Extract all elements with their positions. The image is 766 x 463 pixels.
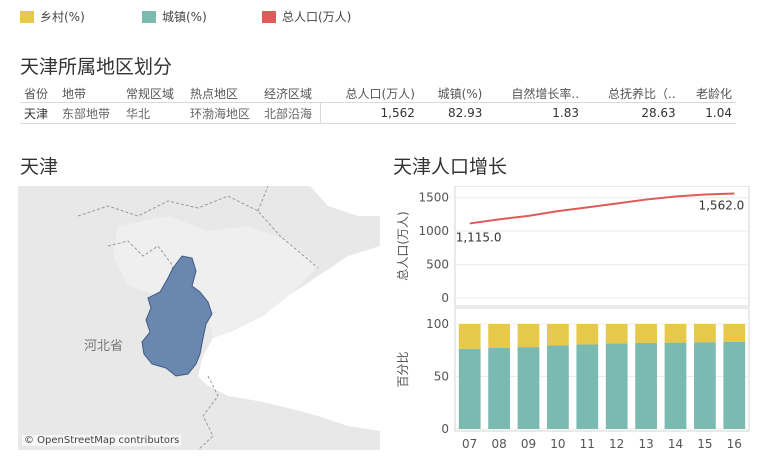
cell-zone: 东部地带	[58, 102, 122, 124]
cell-aging: 1.04	[679, 102, 736, 124]
bar-segment-rural	[547, 324, 569, 346]
bar-segment-urban	[694, 342, 716, 429]
map-canvas[interactable]: 河北省	[18, 186, 380, 450]
bar-segment-urban	[488, 347, 510, 429]
legend-swatch-population	[262, 10, 276, 23]
bar-segment-urban	[458, 348, 481, 429]
line-panel-frame	[454, 185, 750, 307]
x-tick-label: 16	[727, 437, 742, 451]
line-data-label: 1,562.0	[698, 199, 744, 213]
line-data-label: 1,115.0	[456, 230, 502, 244]
cell-growth: 1.83	[486, 102, 584, 124]
tianjin-region[interactable]	[141, 255, 213, 377]
line-y-tick-label: 1500	[418, 191, 449, 205]
legend-item-urban[interactable]: 城镇(%)	[142, 8, 207, 25]
line-y-tick-label: 0	[441, 291, 449, 305]
x-tick-label: 08	[491, 437, 506, 451]
cell-region: 华北	[122, 102, 186, 124]
bar-panel-frame	[454, 307, 750, 432]
province-boundary	[77, 195, 319, 269]
bar-segment-rural	[694, 324, 716, 343]
legend-label-population: 总人口(万人)	[282, 10, 352, 24]
col-header-dependency[interactable]: 总抚养比（..	[583, 84, 680, 103]
line-y-tick-label: 500	[426, 258, 449, 272]
legend-label-rural: 乡村(%)	[40, 10, 85, 24]
cell-population: 1,562	[319, 102, 419, 124]
province-boundary	[197, 375, 219, 450]
bar-segment-urban	[635, 342, 657, 429]
x-tick-label: 11	[580, 437, 595, 451]
legend-swatch-rural	[20, 10, 34, 23]
sea-area-north	[310, 186, 380, 216]
chart-canvas: 0 500 1000 1500 总人口(万人) 1,115.0 1,562.0 0 50 10…	[396, 185, 750, 451]
cell-province: 天津	[20, 102, 58, 124]
col-header-aging[interactable]: 老龄化	[679, 84, 736, 103]
x-tick-label: 15	[697, 437, 712, 451]
legend-swatch-urban	[142, 10, 156, 23]
cell-urban: 82.93	[418, 102, 487, 124]
x-tick-label: 07	[462, 437, 477, 451]
neighbor-area	[113, 216, 318, 338]
col-header-growth[interactable]: 自然增长率..	[486, 84, 584, 103]
bar-segment-rural	[664, 324, 687, 343]
x-tick-label: 10	[550, 437, 565, 451]
col-header-region[interactable]: 常规区域	[122, 84, 186, 103]
bar-segment-urban	[517, 347, 540, 429]
x-tick-label: 09	[521, 437, 536, 451]
bar-segment-rural	[723, 324, 746, 342]
line-y-axis-label: 总人口(万人)	[396, 211, 410, 280]
bar-segment-urban	[576, 344, 599, 429]
col-header-hotspot[interactable]: 热点地区	[186, 84, 260, 103]
bar-segment-rural	[488, 324, 510, 348]
legend-item-population[interactable]: 总人口(万人)	[262, 8, 351, 25]
col-header-province[interactable]: 省份	[20, 84, 58, 103]
x-tick-label: 14	[668, 437, 683, 451]
sea-area	[198, 246, 380, 431]
bar-segment-rural	[576, 324, 599, 345]
province-boundary	[107, 240, 174, 287]
bar-y-tick-label: 100	[426, 317, 449, 331]
province-boundary	[257, 186, 269, 212]
line-y-tick-label: 1000	[418, 224, 449, 238]
col-header-urban[interactable]: 城镇(%)	[418, 84, 487, 103]
bar-y-tick-label: 50	[434, 370, 449, 384]
col-header-zone[interactable]: 地带	[58, 84, 122, 103]
chart-title: 天津人口增长	[393, 156, 508, 178]
legend-label-urban: 城镇(%)	[162, 10, 207, 24]
table-row[interactable]: 天津 东部地带 华北 环渤海地区 北部沿海 1,562 82.93 1.83 2…	[20, 102, 736, 124]
bar-y-axis-label: 百分比	[396, 351, 410, 387]
region-table-title: 天津所属地区划分	[20, 56, 173, 78]
col-header-population[interactable]: 总人口(万人)	[320, 84, 419, 103]
bar-y-tick-label: 0	[441, 422, 449, 436]
bar-segment-urban	[664, 342, 687, 429]
x-tick-label: 12	[609, 437, 624, 451]
map-label-hebei: 河北省	[84, 339, 123, 354]
bar-segment-rural	[605, 324, 628, 344]
bar-segment-urban	[547, 345, 569, 429]
map-view[interactable]: 河北省 © OpenStreetMap contributors	[18, 186, 380, 450]
bar-segment-urban	[605, 343, 628, 429]
legend-item-rural[interactable]: 乡村(%)	[20, 8, 85, 25]
chart-area: 0 500 1000 1500 总人口(万人) 1,115.0 1,562.0 0 50 10…	[391, 185, 751, 459]
col-header-economic[interactable]: 经济区域	[260, 84, 320, 103]
table-header-row: 省份 地带 常规区域 热点地区 经济区域 总人口(万人) 城镇(%) 自然增长率…	[20, 84, 736, 103]
legend: 乡村(%) 城镇(%) 总人口(万人)	[0, 8, 766, 26]
bar-segment-rural	[517, 324, 540, 348]
cell-dependency: 28.63	[583, 102, 680, 124]
cell-hotspot: 环渤海地区	[186, 102, 260, 124]
map-title: 天津	[20, 156, 59, 178]
bar-segment-urban	[723, 341, 746, 429]
x-tick-label: 13	[638, 437, 653, 451]
map-attribution: © OpenStreetMap contributors	[22, 435, 182, 446]
region-table: 省份 地带 常规区域 热点地区 经济区域 总人口(万人) 城镇(%) 自然增长率…	[20, 84, 736, 124]
cell-economic: 北部沿海	[260, 102, 320, 124]
population-line	[469, 192, 735, 225]
bar-segment-rural	[635, 324, 657, 343]
bar-segment-rural	[458, 324, 481, 349]
